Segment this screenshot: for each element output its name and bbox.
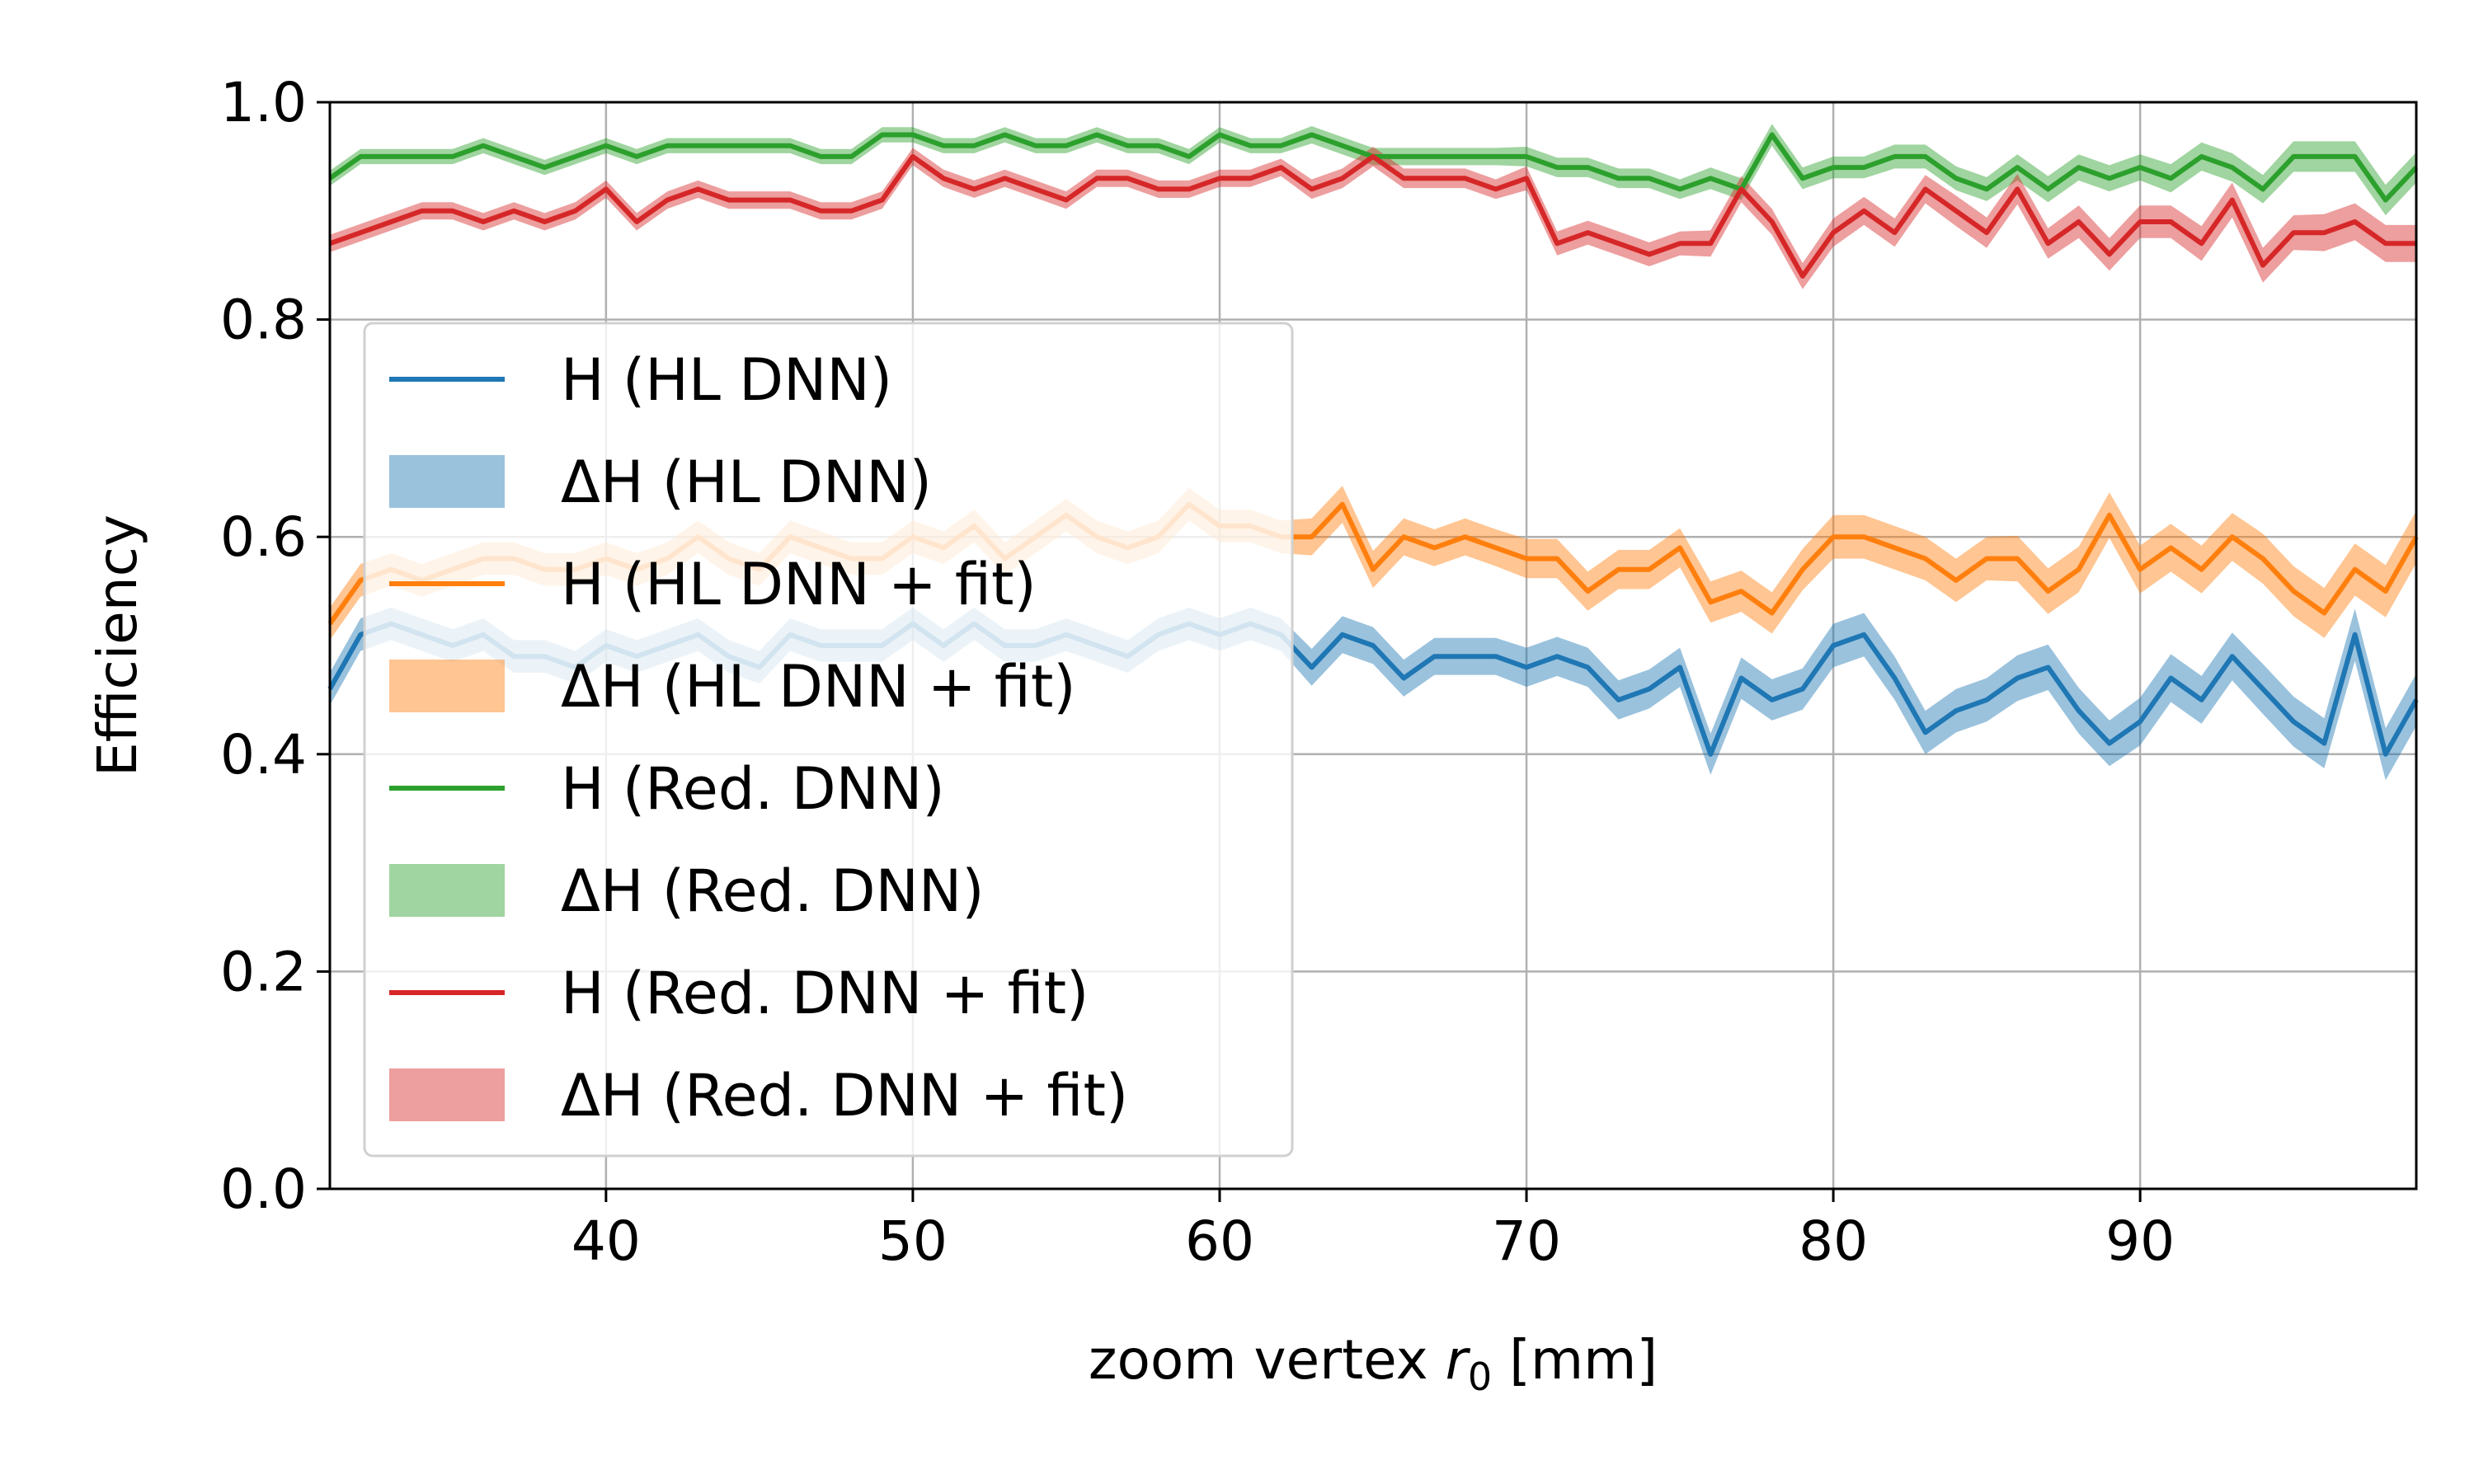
x-tick-label: 50: [878, 1209, 948, 1273]
legend-band-swatch: [389, 864, 505, 917]
x-axis-label-suffix: [mm]: [1492, 1328, 1658, 1392]
legend-box: [363, 322, 1294, 1158]
legend-band-swatch: [389, 455, 505, 508]
x-axis-label-prefix: zoom vertex: [1089, 1328, 1446, 1392]
legend-band-swatch: [389, 660, 505, 712]
x-tick-label: 70: [1492, 1209, 1561, 1273]
plot-frame: [328, 101, 2418, 1190]
uncertainty-band: [330, 486, 2416, 641]
y-tick-label: 0.0: [220, 1158, 307, 1221]
x-tick-label: 80: [1799, 1209, 1868, 1273]
legend-entry-label: H (Red. DNN + fit): [561, 960, 1089, 1027]
y-axis-label: Efficiency: [86, 514, 149, 777]
legend-entry-label: ΔH (Red. DNN + fit): [561, 1062, 1128, 1129]
x-tick-label: 40: [571, 1209, 641, 1273]
legend-entry-label: ΔH (HL DNN): [561, 448, 932, 516]
series-line: [329, 153, 2416, 279]
y-tick-label: 0.4: [220, 723, 307, 787]
legend-entry-label: H (HL DNN + fit): [561, 551, 1037, 618]
legend-entry-label: H (Red. DNN): [561, 755, 945, 823]
x-tick-label: 90: [2105, 1209, 2175, 1273]
y-tick-label: 1.0: [220, 71, 307, 134]
legend: H (HL DNN) ΔH (HL DNN) H (HL DNN + fit) ΔH …: [363, 322, 1294, 1158]
x-axis-label: zoom vertex r0 [mm]: [1089, 1328, 1658, 1399]
uncertainty-band: [330, 124, 2416, 216]
legend-band-swatch: [389, 1068, 505, 1121]
x-axis-label-variable: r: [1446, 1328, 1471, 1392]
y-tick-label: 0.8: [220, 289, 307, 352]
legend-entry-label: ΔH (Red. DNN): [561, 857, 985, 925]
x-axis-label-subscript: 0: [1468, 1355, 1492, 1399]
y-tick-label: 0.2: [220, 940, 307, 1003]
legend-entry-label: H (HL DNN): [561, 346, 892, 414]
y-axis-ticks: 0.0 0.2 0.4 0.6 0.8 1.0: [220, 71, 330, 1221]
x-tick-label: 60: [1185, 1209, 1254, 1273]
x-axis-ticks: 40 50 60 70 80 90: [571, 1189, 2175, 1273]
y-tick-label: 0.6: [220, 505, 307, 569]
legend-entry-label: ΔH (HL DNN + fit): [561, 653, 1076, 721]
